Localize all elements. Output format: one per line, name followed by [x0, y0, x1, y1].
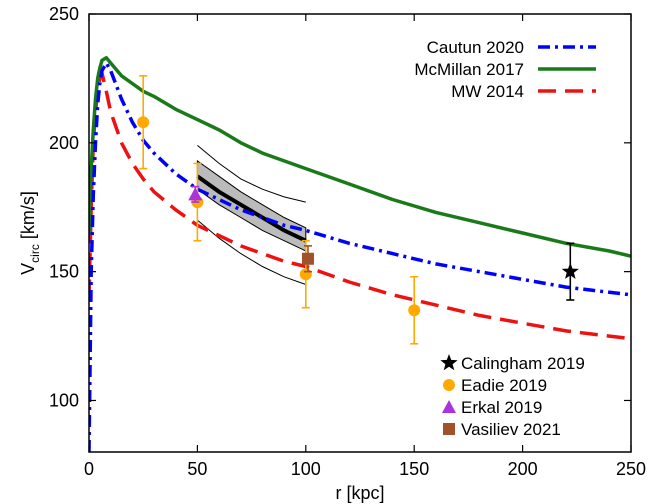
legend-point-label: Vasiliev 2021 [461, 420, 561, 439]
series-line [89, 56, 631, 258]
data-point-circle [137, 116, 150, 129]
data-point-square [301, 252, 314, 265]
x-tick-label: 0 [84, 459, 94, 479]
x-tick-label: 250 [616, 459, 646, 479]
x-tick-label: 150 [399, 459, 429, 479]
x-ticks: 0 50 100 150 200 250 [84, 14, 646, 479]
y-axis-label: Vcirc [km/s] [18, 191, 42, 275]
thin-curve-0 [197, 145, 306, 203]
series-line [89, 61, 631, 452]
legend-point-label: Eadie 2019 [461, 376, 547, 395]
legend-marker-triangle [442, 400, 456, 413]
data-point-circle [299, 268, 312, 281]
thin-curves [197, 145, 306, 285]
y-tick-label: 150 [49, 262, 79, 282]
data-points [137, 75, 579, 345]
thin-curve-1 [197, 219, 306, 285]
y-tick-label: 200 [49, 133, 79, 153]
legend-line-label: Cautun 2020 [427, 38, 524, 57]
legend-marker-circle [443, 379, 455, 391]
y-ticks: 100 150 200 250 [49, 4, 631, 410]
series-line [89, 71, 631, 341]
data-point-triangle [188, 187, 203, 201]
legend-point-label: Erkal 2019 [461, 398, 542, 417]
x-axis-label: r [kpc] [335, 483, 384, 503]
y-axis-label-main: V [18, 263, 38, 275]
y-tick-label: 250 [49, 4, 79, 24]
legend-line-label: MW 2014 [451, 82, 524, 101]
band-center-line [196, 174, 307, 243]
band-area [196, 159, 307, 252]
x-tick-label: 50 [187, 459, 207, 479]
legend-line-label: McMillan 2017 [414, 60, 524, 79]
data-point-star [561, 262, 579, 279]
y-axis-label-sub: circ [28, 244, 42, 263]
legend-point-label: Calingham 2019 [461, 354, 585, 373]
series-lines [89, 56, 631, 452]
legend-marker-square [443, 423, 455, 435]
legend-points: Calingham 2019 Eadie 2019 Erkal 2019 Vasili… [440, 354, 585, 439]
x-tick-label: 100 [291, 459, 321, 479]
legend-marker-star [440, 354, 458, 371]
plot-frame [88, 13, 632, 453]
x-tick-label: 200 [508, 459, 538, 479]
legend-lines: Cautun 2020 McMillan 2017 MW 2014 [414, 38, 596, 101]
confidence-band [196, 159, 307, 252]
y-axis-label-unit: [km/s] [18, 191, 38, 244]
y-tick-label: 100 [49, 390, 79, 410]
data-point-circle [408, 304, 421, 317]
